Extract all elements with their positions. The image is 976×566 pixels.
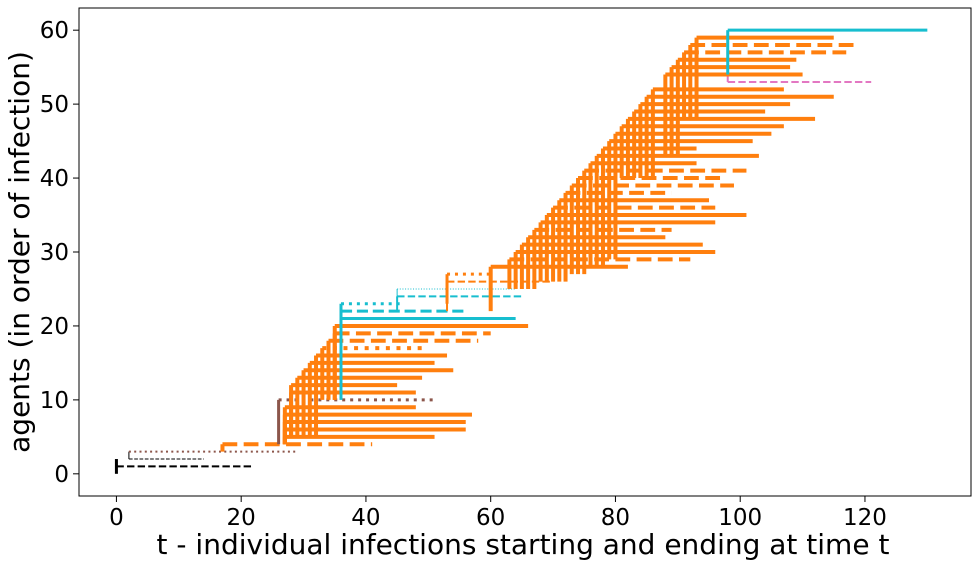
y-tick-label: 10 <box>40 388 69 414</box>
x-tick-label: 40 <box>351 505 380 531</box>
infection-38 <box>563 190 672 282</box>
x-tick-label: 0 <box>109 505 124 531</box>
y-tick-label: 30 <box>40 240 69 266</box>
infection-18 <box>326 338 479 400</box>
infection-54 <box>663 72 803 156</box>
infection-19 <box>332 331 491 400</box>
infection-13 <box>295 375 423 437</box>
infection-36 <box>551 205 716 282</box>
infection-37 <box>557 198 710 282</box>
infection-9 <box>282 405 416 445</box>
infection-44 <box>600 146 697 267</box>
infection-15 <box>307 360 435 437</box>
infection-14 <box>301 368 454 437</box>
infection-2 <box>128 451 204 460</box>
infection-4 <box>220 442 373 452</box>
y-tick-label: 0 <box>54 462 69 488</box>
infection-24 <box>396 295 522 312</box>
infection-48 <box>625 116 816 179</box>
infection-35 <box>544 213 747 282</box>
x-tick-label: 120 <box>843 505 887 531</box>
y-tick-label: 20 <box>40 314 69 340</box>
infection-27 <box>445 272 491 304</box>
infection-39 <box>569 183 734 275</box>
infection-47 <box>619 124 784 179</box>
x-axis: 0 20 40 60 80 100 120 <box>109 496 887 531</box>
infection-7 <box>282 420 466 445</box>
infection-23 <box>339 302 404 319</box>
infection-51 <box>644 94 834 179</box>
infection-series-layer <box>114 28 928 474</box>
x-tick-label: 100 <box>718 505 762 531</box>
infection-34 <box>538 220 716 282</box>
infection-20 <box>332 323 529 400</box>
infection-25 <box>396 288 516 312</box>
infection-41 <box>582 168 747 275</box>
infection-29 <box>507 257 691 289</box>
infection-58 <box>688 42 859 119</box>
x-tick-label: 80 <box>601 505 630 531</box>
y-axis-label: agents (in order of infection) <box>3 51 36 453</box>
x-tick-label: 20 <box>227 505 256 531</box>
infection-60 <box>726 28 928 75</box>
infection-16 <box>314 353 448 437</box>
y-tick-label: 40 <box>40 166 69 192</box>
y-tick-label: 60 <box>40 18 69 44</box>
infection-21 <box>339 317 516 400</box>
infection-49 <box>632 109 766 179</box>
y-tick-label: 50 <box>40 92 69 118</box>
x-tick-label: 60 <box>476 505 505 531</box>
y-axis: 0 10 20 30 40 50 60 <box>40 18 79 488</box>
infection-59 <box>694 35 834 119</box>
x-axis-label: t - individual infections starting and e… <box>157 528 890 561</box>
infection-57 <box>682 50 847 119</box>
infection-17 <box>320 346 423 400</box>
infection-52 <box>650 87 784 179</box>
